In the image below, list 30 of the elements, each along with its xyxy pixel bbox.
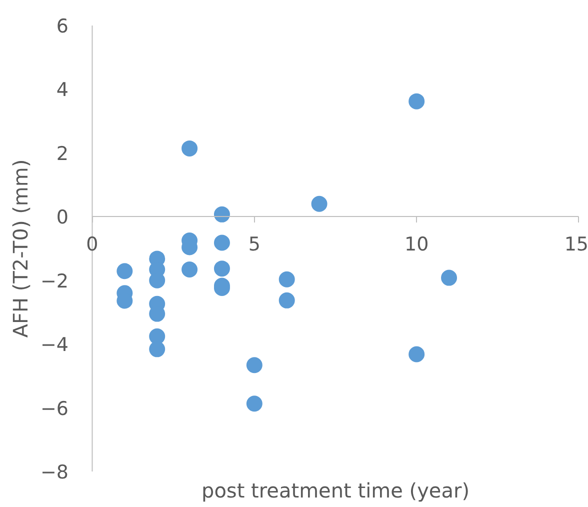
y-tick-label: −2 [40,270,69,292]
point [182,140,198,156]
y-tick-label: −4 [40,334,69,356]
y-axis-title: AFH (T2-T0) (mm) [8,159,32,338]
point [278,292,295,308]
y-tick-label: 6 [56,16,69,38]
point [116,263,133,280]
point [182,262,198,278]
x-tick-label: 15 [564,234,588,256]
point [214,234,230,251]
point [246,357,262,374]
x-tick-label: 10 [404,234,429,256]
point [214,260,230,277]
point [246,396,262,412]
point [149,328,166,344]
point [408,346,425,362]
point [408,93,425,110]
y-tick-label: −6 [40,398,69,420]
point [441,270,458,286]
x-tick-label: 0 [86,234,98,256]
x-axis-title: post treatment time (year) [201,478,470,502]
y-tick-label: 2 [56,142,69,165]
y-tick-label: 0 [56,206,69,229]
point [149,341,166,358]
point [278,271,295,288]
point [214,206,230,222]
y-tick-label: −8 [40,462,69,484]
x-tick-label: 5 [248,234,260,256]
point [311,196,328,212]
y-tick-label: 4 [56,79,69,102]
